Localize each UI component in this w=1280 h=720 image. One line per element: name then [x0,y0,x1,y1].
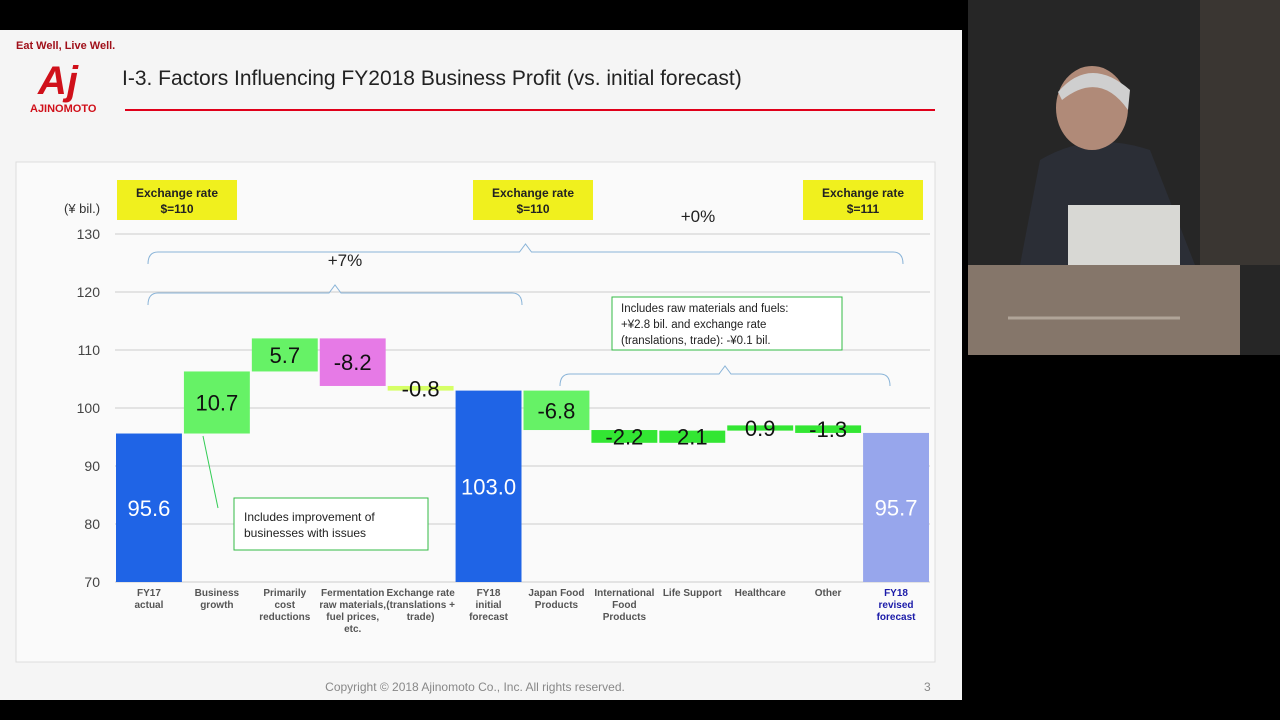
exchange-title: Exchange rate [822,186,904,200]
bar [863,432,929,582]
bar [795,425,862,433]
slide-title: I-3. Factors Influencing FY2018 Business… [122,67,742,90]
bar [387,385,454,391]
value-label: 5.7 [269,343,300,368]
value-label: 95.7 [875,495,918,520]
x-tick-label: Healthcare [734,588,786,599]
note-text: +¥2.8 bil. and exchange rate [621,319,766,331]
bar [591,430,658,443]
exchange-rate: $=111 [847,202,880,216]
value-label: -6.8 [537,398,575,423]
bar [183,371,250,434]
change-total: +0% [681,207,716,226]
x-tick-label: FY18 initial forecast [469,588,508,623]
page-number: 3 [924,680,931,694]
exchange-box [117,180,237,220]
logo-name: AJINOMOTO [30,103,97,115]
value-label: 95.6 [128,496,171,521]
value-label: -2.2 [605,424,643,449]
wall-panel [1200,0,1280,265]
x-tick-label: Fermentation raw materials, fuel prices,… [319,588,387,635]
exchange-box [803,180,923,220]
exchange-title: Exchange rate [492,186,574,200]
y-tick-label: 80 [84,516,100,532]
monitor [1068,205,1180,267]
x-tick-label: FY18 revised forecast [876,588,916,623]
slogan: Eat Well, Live Well. [16,40,115,52]
x-tick-label: Business growth [194,588,240,611]
value-label: 10.7 [195,390,238,415]
note-text: (translations, trade): -¥0.1 bil. [621,335,771,347]
value-label: 2.1 [677,425,708,450]
value-label: 0.9 [745,416,776,441]
note-box [233,497,429,551]
x-tick-label: FY17 actual [134,588,164,611]
note-text: Includes raw materials and fuels: [621,303,788,315]
change-first: +7% [328,251,363,270]
bar [116,433,182,582]
y-tick-label: 70 [84,574,100,590]
copyright: Copyright © 2018 Ajinomoto Co., Inc. All… [325,680,625,694]
brace-segments [559,365,891,387]
y-tick-label: 110 [78,342,101,358]
y-tick-label: 130 [77,226,101,242]
x-tick-label: Other [814,588,842,599]
note-text: Includes improvement of [244,510,375,524]
exchange-rate: $=110 [516,202,549,216]
value-label: 103.0 [461,474,516,499]
bar [251,338,318,372]
speaker-hair [1058,72,1130,110]
brace-first [147,284,523,306]
bar [659,430,726,443]
bar [319,338,386,386]
note-text: businesses with issues [244,526,366,540]
podium [968,265,1240,355]
note-pointer [202,435,219,509]
x-tick-label: Exchange rate (translations + trade) [386,588,455,623]
brace-total [147,243,904,265]
exchange-box [473,180,593,220]
value-label: -0.8 [402,376,440,401]
y-tick-label: 120 [77,284,101,300]
x-tick-label: Primarily cost reductions [259,588,311,623]
value-label: -1.3 [809,417,847,442]
value-label: -8.2 [334,350,372,375]
bar [455,390,522,582]
y-tick-label: 90 [84,458,100,474]
y-axis-label: (¥ bil.) [64,201,100,216]
exchange-rate: $=110 [160,202,193,216]
bar [523,390,590,431]
x-tick-label: Japan Food Products [528,588,585,611]
bar [727,425,794,431]
y-tick-label: 100 [77,400,101,416]
x-tick-label: International Food Products [594,588,655,623]
logo-mark: Aj [37,59,79,103]
x-tick-label: Life Support [662,588,722,599]
exchange-title: Exchange rate [136,186,218,200]
note-box [611,296,843,351]
